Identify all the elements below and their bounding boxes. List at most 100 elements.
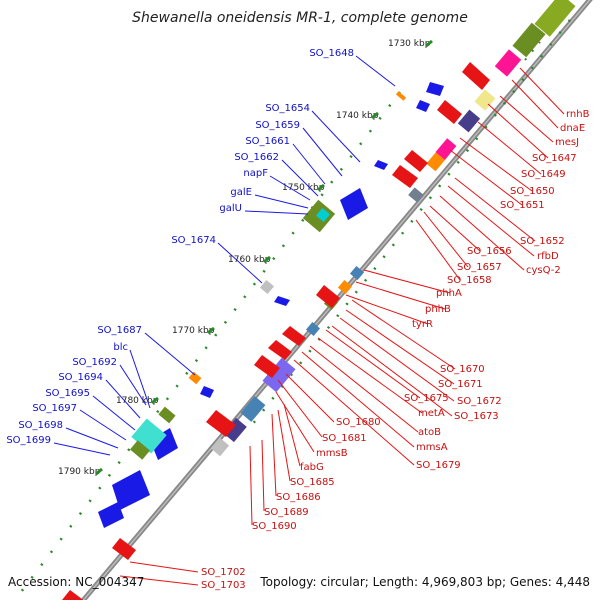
scale-labels: 1730 kbp 1740 kbp 1750 kbp 1760 kbp 1770… bbox=[58, 39, 431, 477]
gene-label[interactable]: fabG bbox=[300, 462, 324, 473]
gene-label[interactable]: atoB bbox=[418, 427, 441, 438]
gene-label[interactable]: SO_1690 bbox=[252, 521, 297, 532]
feature-block bbox=[408, 187, 424, 203]
gene-label[interactable]: blc bbox=[113, 342, 128, 353]
gene-label[interactable]: SO_1685 bbox=[290, 477, 335, 488]
callout-line bbox=[309, 345, 419, 433]
callout-line bbox=[499, 95, 554, 143]
gene-label[interactable]: metA bbox=[418, 408, 445, 419]
gene-label[interactable]: mmsB bbox=[316, 448, 348, 459]
inner-feature-blocks bbox=[130, 91, 407, 460]
gene-label[interactable]: SO_1702 bbox=[201, 567, 246, 578]
reverse-cds-arrow bbox=[282, 326, 306, 346]
gene-label[interactable]: tyrR bbox=[412, 319, 433, 330]
reverse-cds-arrow bbox=[254, 355, 280, 378]
tick-dots-a bbox=[524, 41, 541, 61]
right-callouts bbox=[119, 67, 565, 586]
gene-label[interactable]: SO_1662 bbox=[234, 152, 279, 163]
feature-block bbox=[435, 138, 457, 160]
forward-cds-arrow bbox=[274, 296, 290, 306]
gene-label[interactable]: SO_1650 bbox=[510, 186, 555, 197]
gene-label[interactable]: SO_1699 bbox=[6, 435, 51, 446]
right-gene-labels: rnhB dnaE mesJ SO_1647 SO_1649 SO_1650 S… bbox=[201, 109, 590, 591]
scale-tick bbox=[151, 396, 159, 405]
callout-line bbox=[129, 349, 151, 409]
reverse-cds-arrow bbox=[462, 62, 490, 90]
gene-label[interactable]: SO_1689 bbox=[264, 507, 309, 518]
callout-line bbox=[345, 294, 429, 325]
callout-line bbox=[363, 269, 451, 294]
forward-cds-arrow bbox=[112, 470, 150, 510]
gene-label[interactable]: dnaE bbox=[560, 123, 585, 134]
gene-label[interactable]: napF bbox=[243, 168, 268, 179]
feature-block bbox=[315, 207, 331, 223]
scale-tick bbox=[317, 183, 325, 192]
gene-label[interactable]: SO_1681 bbox=[322, 433, 367, 444]
gene-label[interactable]: galE bbox=[230, 187, 252, 198]
gene-label[interactable]: SO_1670 bbox=[440, 364, 485, 375]
callout-line bbox=[285, 373, 335, 423]
callout-line bbox=[454, 177, 536, 242]
gene-label[interactable]: SO_1694 bbox=[58, 372, 103, 383]
gene-label[interactable]: rfbD bbox=[537, 251, 559, 262]
callout-line bbox=[249, 445, 253, 526]
gene-label[interactable]: SO_1697 bbox=[32, 403, 77, 414]
reverse-cds-arrow bbox=[62, 590, 84, 600]
gene-label[interactable]: SO_1679 bbox=[416, 460, 461, 471]
reverse-cds-arrow bbox=[404, 150, 428, 172]
gene-label[interactable]: SO_1654 bbox=[265, 103, 310, 114]
gene-label[interactable]: SO_1675 bbox=[404, 393, 449, 404]
gene-label[interactable]: SO_1695 bbox=[45, 388, 90, 399]
gene-label[interactable]: SO_1659 bbox=[255, 120, 300, 131]
gene-label[interactable]: SO_1657 bbox=[457, 262, 502, 273]
gene-label[interactable]: SO_1703 bbox=[201, 580, 246, 591]
gene-label[interactable]: SO_1656 bbox=[467, 246, 512, 257]
gene-label[interactable]: SO_1648 bbox=[309, 48, 354, 59]
scale-tick bbox=[95, 467, 103, 476]
callout-line bbox=[415, 219, 461, 281]
scale-label: 1750 kbp bbox=[282, 183, 325, 193]
gene-label[interactable]: SO_1672 bbox=[457, 396, 502, 407]
scale-label: 1780 kbp bbox=[116, 396, 159, 406]
gene-label[interactable]: SO_1674 bbox=[171, 235, 216, 246]
gene-label[interactable]: SO_1698 bbox=[18, 420, 63, 431]
gene-label[interactable]: SO_1658 bbox=[447, 275, 492, 286]
callout-line bbox=[477, 121, 542, 175]
gene-label[interactable]: galU bbox=[219, 203, 242, 214]
feature-block bbox=[474, 89, 496, 111]
callout-line bbox=[331, 325, 453, 417]
gene-label[interactable]: SO_1649 bbox=[521, 169, 566, 180]
gene-label[interactable]: cysQ-2 bbox=[526, 265, 561, 276]
scale-ticks bbox=[95, 39, 433, 476]
gene-label[interactable]: SO_1671 bbox=[438, 379, 483, 390]
gene-label[interactable]: SO_1651 bbox=[500, 200, 545, 211]
gene-label[interactable]: SO_1692 bbox=[72, 357, 117, 368]
callout-line bbox=[511, 79, 559, 129]
callout-line bbox=[519, 67, 565, 115]
callout-line bbox=[487, 103, 549, 159]
gene-label[interactable]: phhA bbox=[436, 288, 462, 299]
callout-line bbox=[459, 137, 533, 192]
gene-label[interactable]: SO_1680 bbox=[336, 417, 381, 428]
gene-label[interactable]: SO_1686 bbox=[276, 492, 321, 503]
gene-label[interactable]: mesJ bbox=[555, 137, 579, 148]
feature-block bbox=[534, 0, 576, 37]
tick-dots-inner bbox=[17, 91, 401, 597]
gene-label[interactable]: phhB bbox=[425, 304, 451, 315]
reverse-cds-arrow bbox=[437, 100, 462, 124]
gene-label[interactable]: SO_1647 bbox=[532, 153, 577, 164]
gene-label[interactable]: SO_1661 bbox=[245, 136, 290, 147]
callout-line bbox=[311, 110, 361, 163]
gene-label[interactable]: mmsA bbox=[416, 442, 448, 453]
feature-block bbox=[512, 22, 546, 58]
callout-line bbox=[119, 364, 147, 406]
gene-label[interactable]: rnhB bbox=[566, 109, 590, 120]
gene-label[interactable]: SO_1687 bbox=[97, 325, 142, 336]
reverse-cds-arrow bbox=[392, 165, 418, 188]
gene-label[interactable]: SO_1652 bbox=[520, 236, 565, 247]
reverse-cds-arrow bbox=[316, 285, 340, 308]
feature-block bbox=[240, 396, 266, 422]
callout-line bbox=[355, 55, 396, 87]
gene-label[interactable]: SO_1673 bbox=[454, 411, 499, 422]
scale-label: 1730 kbp bbox=[388, 39, 431, 49]
